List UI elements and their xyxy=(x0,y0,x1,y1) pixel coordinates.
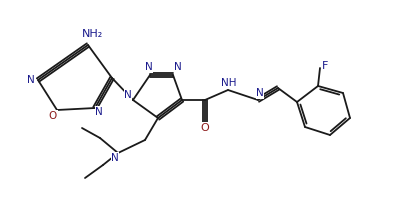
Text: O: O xyxy=(49,111,57,121)
Text: NH₂: NH₂ xyxy=(82,29,103,39)
Text: F: F xyxy=(321,61,327,71)
Text: N: N xyxy=(124,90,132,100)
Text: N: N xyxy=(111,153,119,163)
Text: O: O xyxy=(200,123,209,133)
Text: N: N xyxy=(256,88,263,98)
Text: N: N xyxy=(145,62,153,72)
Text: N: N xyxy=(95,107,103,117)
Text: N: N xyxy=(174,62,182,72)
Text: NH: NH xyxy=(221,78,236,88)
Text: N: N xyxy=(27,75,35,85)
